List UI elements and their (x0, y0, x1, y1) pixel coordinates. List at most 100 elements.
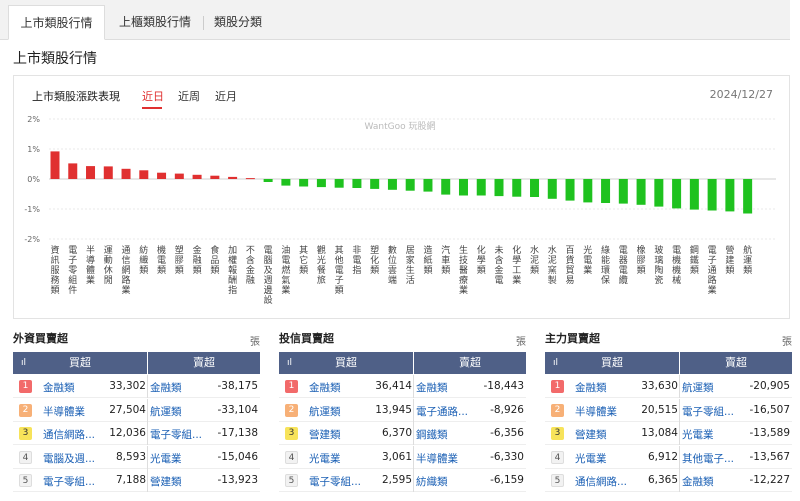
bar (370, 179, 380, 189)
period-tab-week[interactable]: 近周 (178, 90, 200, 103)
column-divider (147, 469, 148, 492)
buy-sector-link[interactable]: 航運類 (309, 405, 341, 418)
buy-sector-link[interactable]: 半導體業 (575, 405, 617, 418)
buy-sector-link[interactable]: 金融類 (309, 382, 341, 394)
y-tick-label: -2% (24, 235, 40, 244)
buy-sector-link[interactable]: 通信網路... (43, 429, 96, 441)
sell-sector-link[interactable]: 光電業 (682, 429, 714, 441)
sell-sector-link[interactable]: 半導體業 (416, 452, 458, 465)
bar (228, 176, 238, 179)
sell-sector-link[interactable]: 航運類 (150, 405, 182, 418)
buy-sector-link[interactable]: 電子零組... (43, 476, 96, 488)
sell-sector-link[interactable]: 鋼鐵類 (416, 429, 448, 441)
buy-sector-link[interactable]: 通信網路... (575, 476, 628, 488)
category-label: 營建類 (725, 244, 734, 276)
sell-sector-link[interactable]: 光電業 (150, 452, 182, 465)
sell-sector-link[interactable]: 電子零組... (150, 429, 203, 441)
y-tick-label: 1% (27, 145, 40, 154)
tab-listed-sectors[interactable]: 上市類股行情 (8, 5, 105, 40)
category-label: 資訊服務類 (50, 244, 59, 296)
table-header: 買超 ıl 賣超 (279, 352, 526, 374)
table-header: 買超 ıl 賣超 (13, 352, 260, 374)
category-label: 鋼鐵類 (690, 244, 699, 276)
sell-sector-link[interactable]: 航運類 (682, 382, 714, 394)
buy-sector-link[interactable]: 營建類 (575, 429, 607, 441)
sell-column-header[interactable]: 賣超 (414, 352, 526, 374)
bar (281, 179, 291, 186)
category-label: 百貨貿易 (566, 245, 575, 286)
bar-chart-icon[interactable]: ıl (287, 358, 293, 368)
column-divider (147, 375, 148, 398)
rank-badge: 3 (19, 427, 32, 440)
column-divider (413, 375, 414, 398)
buy-sector-link[interactable]: 光電業 (309, 452, 341, 465)
buy-sector-link[interactable]: 電腦及週... (43, 452, 96, 465)
tab-sector-classification[interactable]: 類股分類 (213, 15, 262, 29)
sell-sector-link[interactable]: 營建類 (150, 476, 182, 488)
bar (352, 179, 362, 188)
sell-header-label: 賣超 (459, 356, 481, 369)
table-unit: 張 (782, 337, 792, 348)
category-label: 電子零組件 (68, 245, 77, 296)
sell-sector-link[interactable]: 金融類 (150, 382, 182, 394)
category-label: 塑膠類 (175, 245, 184, 276)
bar (618, 179, 628, 204)
tab-otc-sectors[interactable]: 上櫃類股行情 (118, 15, 191, 29)
buy-sector-link[interactable]: 營建類 (309, 429, 341, 441)
buy-column-header[interactable]: 買超 (13, 352, 147, 374)
category-label: 居家生活 (406, 245, 415, 286)
buy-header-label: 買超 (335, 356, 357, 369)
category-label: 電子通路業 (708, 245, 717, 296)
chart-date: 2024/12/27 (709, 88, 773, 101)
sell-sector-link[interactable]: 其他電子... (682, 452, 735, 465)
sell-sector-link[interactable]: 電子通路... (416, 405, 469, 418)
category-label: 化學類 (477, 244, 486, 276)
rank-badge: 2 (551, 403, 564, 417)
category-label: 電腦及週邊設 (264, 245, 273, 306)
bar-chart-icon[interactable]: ıl (21, 358, 27, 368)
sell-sector-link[interactable]: 電子零組... (682, 405, 735, 418)
sell-column-header[interactable]: 賣超 (680, 352, 792, 374)
table-row: 3 營建類 6,370 鋼鐵類 -6,356 (279, 422, 526, 445)
buy-value: 20,515 (641, 403, 678, 416)
page-title: 上市類股行情 (13, 51, 97, 67)
sell-sector-link[interactable]: 紡織類 (416, 476, 448, 488)
buy-sector-link[interactable]: 半導體業 (43, 405, 85, 418)
buy-column-header[interactable]: 買超 (279, 352, 413, 374)
table-header: 買超 ıl 賣超 (545, 352, 792, 374)
period-tab-day[interactable]: 近日 (142, 90, 164, 103)
rank-badge: 1 (285, 380, 298, 393)
category-label: 食品類 (210, 244, 219, 276)
category-label: 其它類 (299, 245, 308, 276)
sell-header-label: 賣超 (193, 356, 215, 369)
table-row: 5 通信網路... 6,365 金融類 -12,227 (545, 469, 792, 492)
buy-sector-link[interactable]: 光電業 (575, 452, 607, 465)
period-tab-month[interactable]: 近月 (215, 90, 237, 103)
category-label: 不含金融 (246, 245, 255, 286)
buy-sector-link[interactable]: 電子零組... (309, 476, 362, 488)
rank-badge: 3 (285, 427, 298, 440)
bar (192, 174, 202, 179)
buy-value: 6,370 (381, 427, 412, 439)
buy-column-header[interactable]: 買超 (545, 352, 679, 374)
buy-value: 6,912 (647, 450, 678, 463)
sell-column-header[interactable]: 賣超 (148, 352, 260, 374)
buy-sector-link[interactable]: 金融類 (575, 382, 607, 394)
category-label: 綠能環保 (601, 244, 610, 286)
column-divider (147, 422, 148, 445)
buy-sector-link[interactable]: 金融類 (43, 382, 75, 394)
bar (476, 179, 486, 196)
category-label: 金融類 (193, 244, 202, 276)
sell-value: -17,138 (217, 427, 258, 439)
category-label: 其他電子類 (335, 245, 344, 296)
sell-sector-link[interactable]: 金融類 (416, 382, 448, 394)
sell-sector-link[interactable]: 金融類 (682, 476, 714, 488)
buy-header-label: 買超 (69, 356, 91, 369)
sell-value: -38,175 (217, 380, 258, 392)
bar (672, 179, 682, 209)
bar-chart-icon[interactable]: ıl (553, 358, 559, 368)
category-label: 化學工業 (512, 244, 521, 286)
column-divider (679, 469, 680, 492)
category-label: 數位雲端 (388, 244, 397, 286)
table-row: 4 光電業 6,912 其他電子... -13,567 (545, 445, 792, 469)
